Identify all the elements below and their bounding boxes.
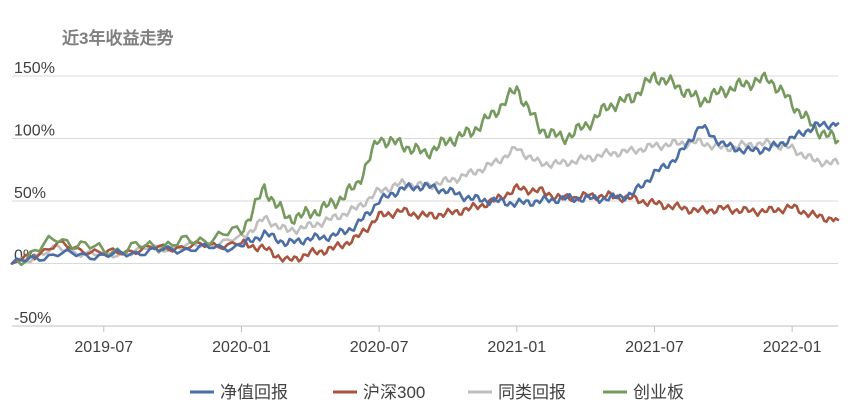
series-line-1	[10, 120, 840, 265]
series-line-4	[10, 71, 840, 267]
y-axis-ticks: 150%100%50%0%-50%	[14, 60, 55, 327]
y-tick-label: 150%	[14, 60, 55, 77]
legend: 净值回报 沪深300 同类回报 创业板	[190, 383, 684, 402]
x-axis-ticks: 2019-07 2020-01 2020-07 2021-01 2021-07 2022-…	[74, 326, 822, 356]
legend-item[interactable]: 净值回报	[190, 383, 288, 402]
x-tick-label: 2021-01	[487, 339, 546, 356]
legend-label: 沪深300	[363, 383, 425, 402]
x-tick-label: 2021-07	[625, 339, 684, 356]
legend-label: 同类回报	[498, 383, 566, 402]
y-tick-label: 50%	[14, 185, 46, 202]
x-tick-label: 2020-01	[212, 339, 271, 356]
legend-item[interactable]: 沪深300	[333, 383, 425, 402]
x-tick-label: 2022-01	[763, 339, 822, 356]
x-tick-label: 2020-07	[350, 339, 409, 356]
legend-item[interactable]: 同类回报	[468, 383, 566, 402]
chart-title: 近3年收益走势	[62, 28, 173, 48]
legend-item[interactable]: 创业板	[603, 383, 684, 402]
x-tick-label: 2019-07	[74, 339, 133, 356]
y-tick-label: -50%	[14, 310, 51, 327]
grid-lines	[12, 75, 838, 264]
legend-label: 净值回报	[220, 383, 288, 402]
series-line-3	[10, 137, 840, 265]
series-lines	[10, 71, 840, 267]
y-tick-label: 100%	[14, 123, 55, 140]
legend-label: 创业板	[633, 383, 684, 402]
